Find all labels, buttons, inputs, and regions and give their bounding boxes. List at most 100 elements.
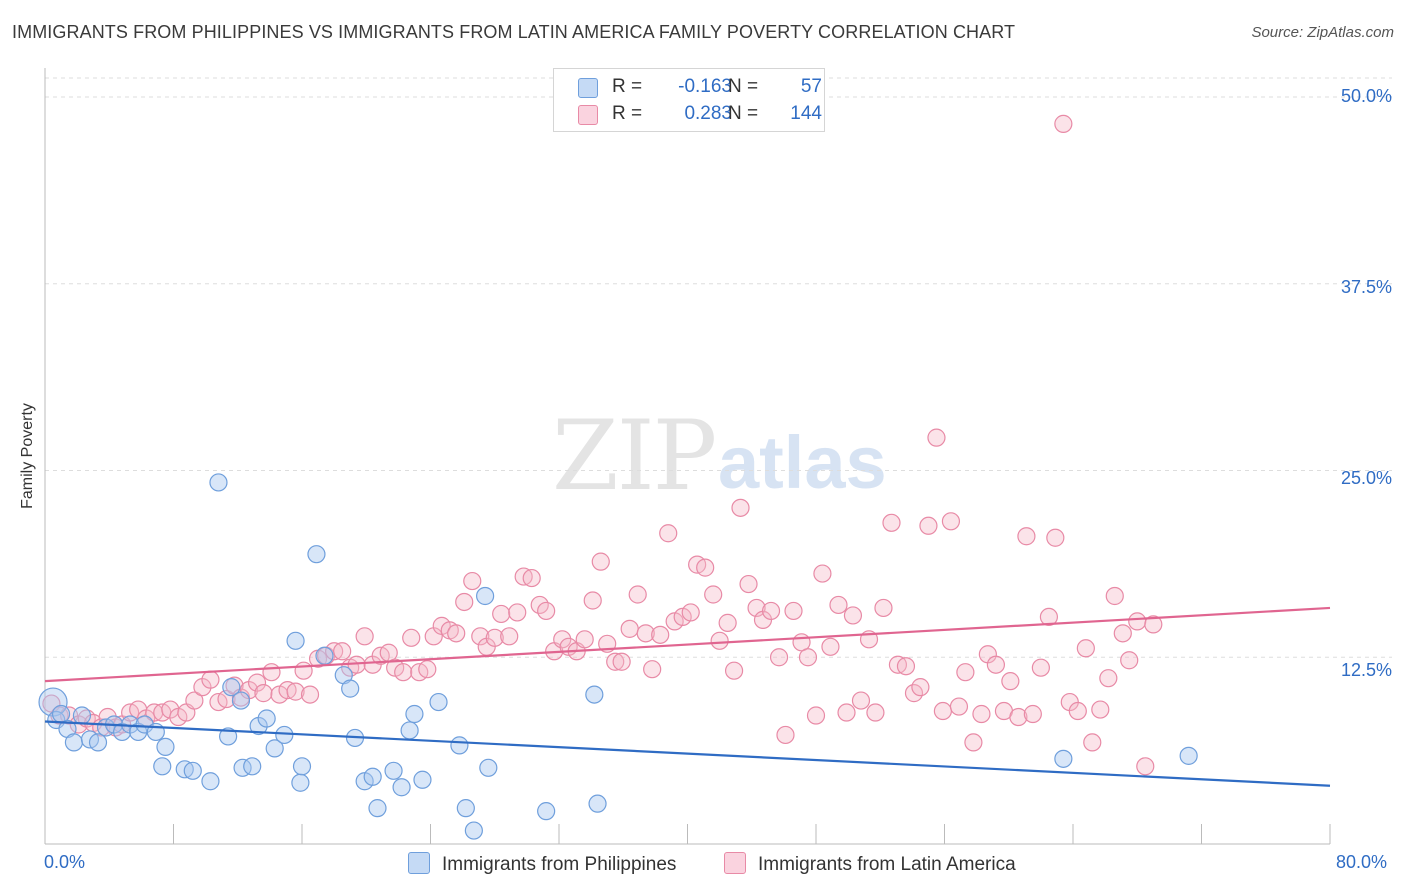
legend-swatch-pink xyxy=(578,105,598,125)
latin-america-point xyxy=(201,670,220,689)
legend-swatch-blue xyxy=(578,78,598,98)
latin-america-point xyxy=(911,678,930,697)
philippines-point xyxy=(183,761,202,780)
latin-america-point xyxy=(739,574,758,594)
legend-r-value: -0.163 xyxy=(678,76,732,97)
latin-america-point xyxy=(1017,527,1036,546)
latin-america-point xyxy=(355,627,374,646)
philippines-point xyxy=(479,758,498,777)
latin-america-point xyxy=(919,516,938,535)
bottom-legend-swatch-pink xyxy=(724,852,746,874)
latin-america-point xyxy=(606,652,625,671)
latin-america-point xyxy=(866,703,885,722)
x-tick-label-min: 0.0% xyxy=(44,852,86,872)
latin-america-point xyxy=(843,606,863,625)
philippines-point xyxy=(64,733,84,752)
philippines-point xyxy=(209,473,228,492)
latin-america-point xyxy=(813,564,832,583)
latin-america-point xyxy=(522,568,541,588)
philippines-point xyxy=(292,757,312,776)
latin-america-point xyxy=(1120,651,1139,670)
latin-america-point xyxy=(553,630,572,649)
y-tick-label-50: 50.0% xyxy=(1340,86,1392,106)
watermark-atlas: atlas xyxy=(718,421,887,504)
latin-america-point xyxy=(254,684,273,703)
latin-america-point xyxy=(659,524,678,543)
latin-america-trend-line xyxy=(44,606,1331,683)
latin-america-point xyxy=(784,601,803,621)
latin-america-point xyxy=(402,628,421,647)
latin-america-point xyxy=(941,512,961,531)
bottom-legend-label: Immigrants from Latin America xyxy=(758,854,1016,875)
latin-america-point xyxy=(829,595,848,615)
latin-america-point xyxy=(896,657,916,676)
latin-america-point xyxy=(972,704,991,724)
philippines-point xyxy=(400,721,419,740)
legend-r-value: 0.283 xyxy=(684,103,732,124)
philippines-point xyxy=(72,706,92,725)
x-tick-label-max: 80.0% xyxy=(1336,852,1388,872)
legend-n-label: N = xyxy=(728,76,759,97)
source-label: Source: ZipAtlas.com xyxy=(1251,24,1394,41)
y-tick-label-37-5: 37.5% xyxy=(1340,277,1392,297)
latin-america-point xyxy=(927,428,946,447)
latin-america-point xyxy=(956,663,975,682)
philippines-point xyxy=(156,737,175,756)
latin-america-point xyxy=(761,601,781,621)
bottom-legend: Immigrants from Philippines Immigrants f… xyxy=(0,852,1406,878)
philippines-point xyxy=(286,631,305,650)
philippines-point xyxy=(129,722,148,742)
latin-america-point xyxy=(583,591,602,610)
latin-america-point xyxy=(651,625,670,644)
philippines-point xyxy=(201,772,220,791)
philippines-point xyxy=(392,778,411,797)
latin-america-point xyxy=(851,691,871,710)
latin-america-point xyxy=(185,691,204,710)
latin-america-point xyxy=(591,552,610,571)
latin-america-point xyxy=(286,682,305,701)
latin-america-point xyxy=(964,733,983,752)
latin-america-point xyxy=(1136,757,1155,776)
latin-america-point xyxy=(718,613,737,632)
latin-america-point xyxy=(949,697,969,716)
bottom-legend-philippines: Immigrants from Philippines xyxy=(408,852,676,876)
latin-america-point xyxy=(1113,624,1132,643)
latin-america-point xyxy=(1039,607,1059,627)
latin-america-point xyxy=(418,660,437,679)
latin-america-point xyxy=(1099,669,1118,688)
latin-america-point xyxy=(776,725,795,745)
philippines-point xyxy=(257,709,276,728)
philippines-point xyxy=(1054,749,1073,768)
latin-america-point xyxy=(500,627,519,646)
philippines-point xyxy=(464,821,483,840)
philippines-point xyxy=(384,761,403,780)
latin-america-point xyxy=(696,558,715,577)
latin-america-point xyxy=(628,585,647,604)
legend-r-label: R = xyxy=(612,76,643,97)
philippines-point xyxy=(233,758,252,777)
philippines-point xyxy=(1179,746,1198,765)
latin-america-point xyxy=(636,624,655,643)
philippines-point xyxy=(585,685,604,704)
latin-america-point xyxy=(1009,707,1028,727)
latin-america-point xyxy=(806,706,826,725)
philippines-point xyxy=(341,679,360,698)
philippines-point xyxy=(275,725,294,745)
latin-america-point xyxy=(724,661,744,680)
latin-america-point xyxy=(1023,704,1042,724)
bottom-legend-label: Immigrants from Philippines xyxy=(442,854,677,875)
latin-america-point xyxy=(1105,586,1124,606)
philippines-point xyxy=(537,802,556,821)
latin-america-point xyxy=(537,601,556,621)
stats-legend: R = -0.163 N = 57 R = 0.283 N = 144 xyxy=(553,68,825,132)
philippines-trend-line xyxy=(44,720,1331,787)
latin-america-point xyxy=(508,603,527,622)
legend-r-label: R = xyxy=(612,103,643,124)
legend-n-value: 57 xyxy=(800,76,822,97)
latin-america-point xyxy=(262,663,281,682)
latin-america-point xyxy=(704,585,723,604)
latin-america-point xyxy=(731,498,750,517)
latin-america-point xyxy=(1076,639,1095,658)
philippines-point xyxy=(588,794,607,813)
